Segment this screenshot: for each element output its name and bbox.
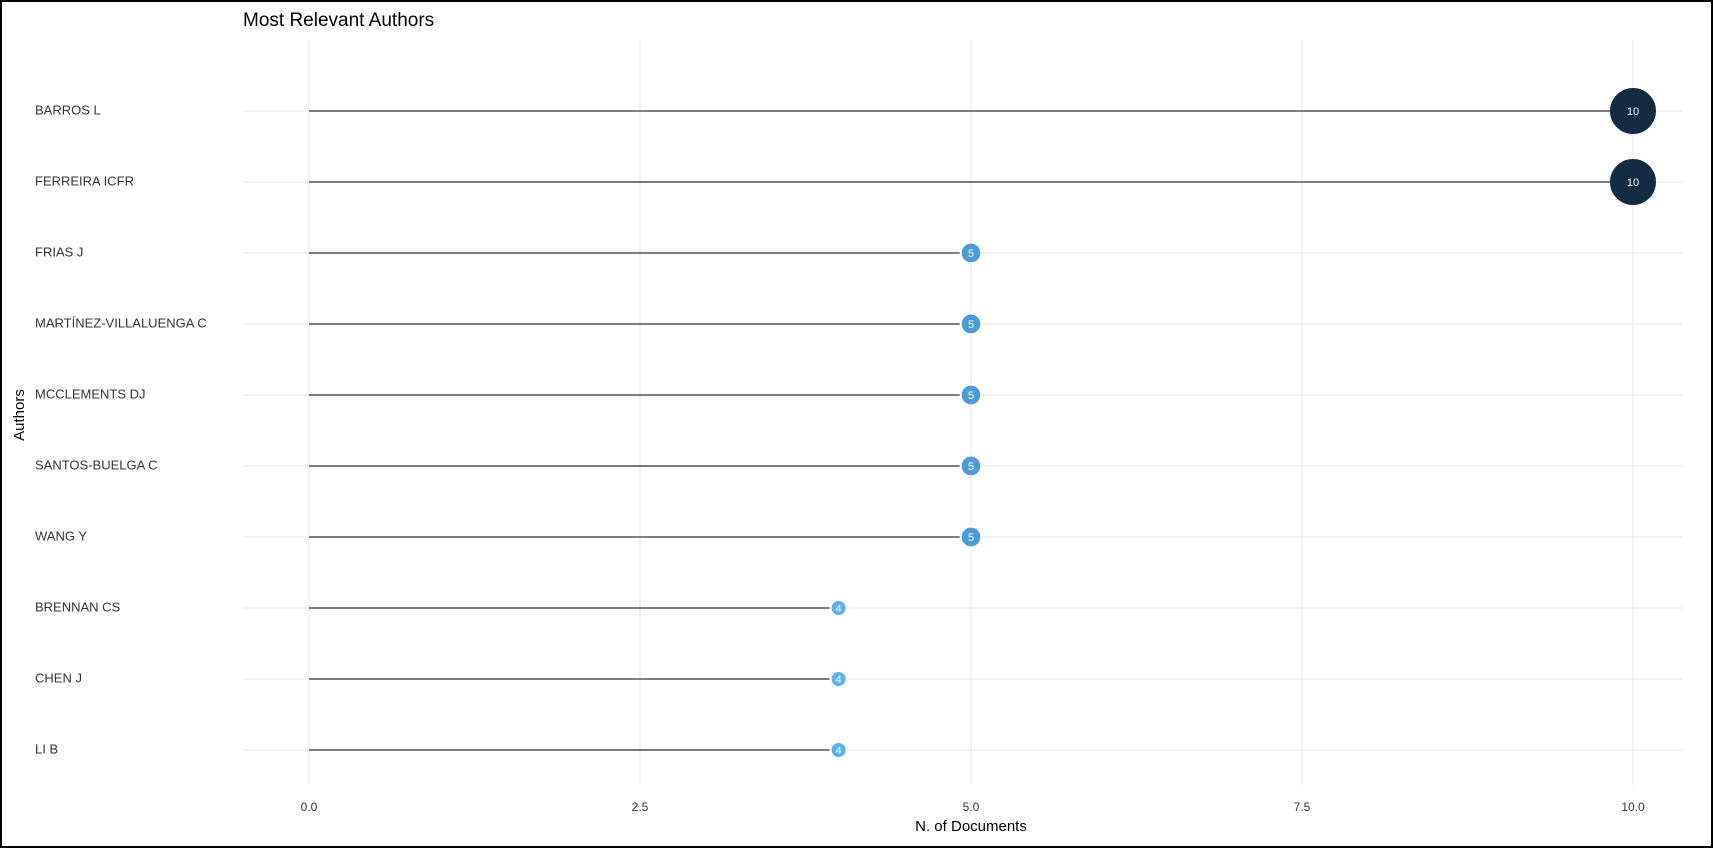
data-label: 4 xyxy=(836,745,842,757)
dot xyxy=(959,383,983,407)
x-tick-label: 2.5 xyxy=(632,800,649,814)
data-label: 5 xyxy=(968,461,974,473)
y-tick-label: BRENNAN CS xyxy=(35,599,121,614)
dot xyxy=(959,312,983,336)
y-tick-label: BARROS L xyxy=(35,102,101,117)
y-tick-label: SANTOS-BUELGA C xyxy=(35,457,158,472)
y-tick-label: FRIAS J xyxy=(35,244,83,259)
dot xyxy=(959,454,983,478)
dot xyxy=(959,241,983,265)
data-label: 10 xyxy=(1627,106,1639,118)
data-label: 10 xyxy=(1627,177,1639,189)
x-tick-label: 5.0 xyxy=(963,800,980,814)
dot xyxy=(1610,159,1656,205)
data-label: 5 xyxy=(968,248,974,260)
y-axis-title: Authors xyxy=(11,389,28,441)
y-tick-label: WANG Y xyxy=(35,528,87,543)
y-tick-label: FERREIRA ICFR xyxy=(35,173,134,188)
x-tick-label: 7.5 xyxy=(1294,800,1311,814)
data-label: 4 xyxy=(836,674,842,686)
data-label: 5 xyxy=(968,532,974,544)
x-tick-label: 0.0 xyxy=(301,800,318,814)
y-tick-label: LI B xyxy=(35,741,58,756)
x-tick-label: 10.0 xyxy=(1621,800,1645,814)
dot xyxy=(1610,88,1656,134)
dot xyxy=(829,670,848,688)
y-tick-label: MARTÍNEZ-VILLALUENGA C xyxy=(35,315,207,330)
chart-title: Most Relevant Authors xyxy=(243,10,434,31)
data-label: 4 xyxy=(836,603,842,615)
dot xyxy=(829,599,848,617)
data-label: 5 xyxy=(968,319,974,331)
dot xyxy=(829,741,848,759)
data-label: 5 xyxy=(968,390,974,402)
x-axis-title: N. of Documents xyxy=(915,818,1027,835)
dot xyxy=(959,525,983,549)
y-tick-label: MCCLEMENTS DJ xyxy=(35,386,146,401)
y-tick-label: CHEN J xyxy=(35,670,82,685)
